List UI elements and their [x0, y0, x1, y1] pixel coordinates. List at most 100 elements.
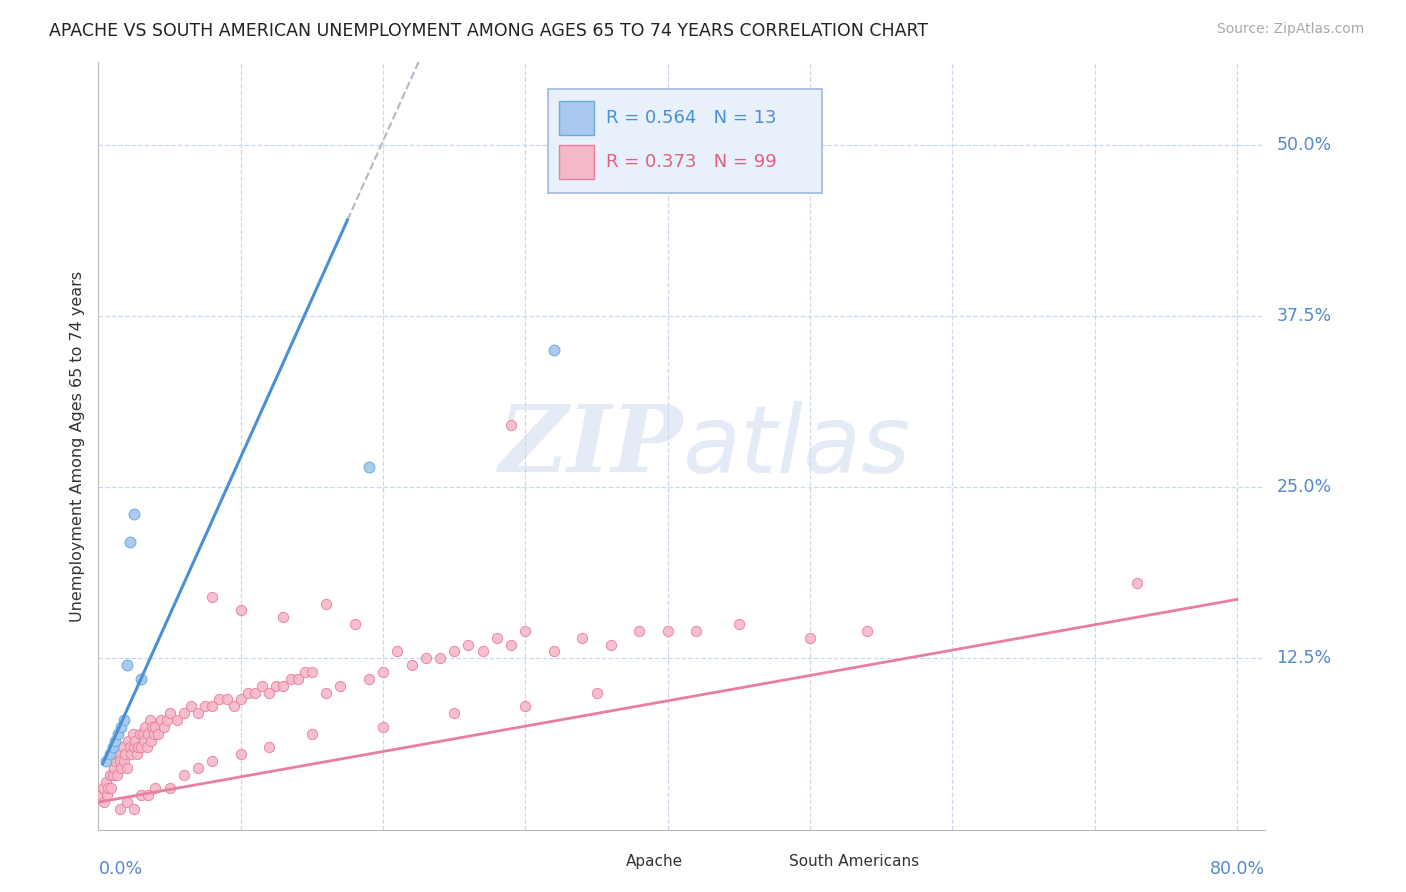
Point — [139, 733, 162, 747]
Point — [110, 761, 132, 775]
Point — [129, 740, 152, 755]
Point — [250, 679, 273, 693]
Text: 12.5%: 12.5% — [1277, 649, 1331, 667]
Point — [628, 624, 651, 638]
Text: 0.0%: 0.0% — [98, 860, 142, 878]
Point — [159, 706, 181, 720]
FancyBboxPatch shape — [758, 853, 783, 870]
Point — [96, 789, 118, 803]
Point — [571, 631, 593, 645]
Text: 37.5%: 37.5% — [1277, 307, 1331, 325]
Point — [98, 747, 121, 762]
Point — [125, 747, 148, 762]
Point — [180, 699, 202, 714]
Point — [357, 672, 380, 686]
Point — [98, 768, 121, 782]
Point — [371, 720, 394, 734]
Text: R = 0.373   N = 99: R = 0.373 N = 99 — [606, 153, 776, 171]
Point — [222, 699, 245, 714]
Point — [114, 747, 136, 762]
Text: atlas: atlas — [682, 401, 910, 491]
Point — [94, 774, 117, 789]
Point — [315, 685, 337, 699]
Point — [101, 740, 124, 755]
Point — [142, 726, 165, 740]
Point — [101, 768, 124, 782]
Point — [543, 343, 565, 358]
Point — [243, 685, 266, 699]
Text: Apache: Apache — [626, 854, 683, 869]
Point — [429, 651, 451, 665]
Point — [129, 789, 152, 803]
Point — [727, 617, 749, 632]
Point — [134, 720, 156, 734]
Text: 25.0%: 25.0% — [1277, 478, 1331, 496]
Point — [143, 781, 166, 796]
Point — [856, 624, 879, 638]
Point — [229, 747, 252, 762]
Point — [159, 781, 181, 796]
Point — [236, 685, 259, 699]
Point — [287, 672, 309, 686]
Point — [132, 733, 155, 747]
Point — [138, 713, 160, 727]
Point — [280, 672, 302, 686]
Point — [107, 747, 129, 762]
Point — [136, 789, 159, 803]
Text: APACHE VS SOUTH AMERICAN UNEMPLOYMENT AMONG AGES 65 TO 74 YEARS CORRELATION CHAR: APACHE VS SOUTH AMERICAN UNEMPLOYMENT AM… — [49, 22, 928, 40]
Point — [118, 535, 141, 549]
Point — [94, 754, 117, 768]
Text: ZIP: ZIP — [498, 401, 682, 491]
Point — [122, 508, 145, 522]
Text: 80.0%: 80.0% — [1211, 860, 1265, 878]
Point — [148, 726, 170, 740]
Point — [115, 795, 138, 809]
Point — [301, 726, 323, 740]
Point — [153, 720, 176, 734]
Point — [1126, 576, 1149, 591]
FancyBboxPatch shape — [560, 145, 595, 179]
Point — [143, 720, 166, 734]
FancyBboxPatch shape — [560, 101, 595, 136]
Point — [201, 754, 224, 768]
Point — [111, 740, 134, 755]
Point — [599, 638, 621, 652]
Point — [105, 768, 128, 782]
Point — [112, 754, 135, 768]
Point — [120, 747, 142, 762]
Point — [201, 590, 224, 604]
Point — [166, 713, 188, 727]
Point — [97, 781, 120, 796]
Point — [122, 740, 145, 755]
Point — [343, 617, 366, 632]
Point — [315, 597, 337, 611]
Point — [799, 631, 821, 645]
Point — [515, 624, 537, 638]
Point — [173, 706, 195, 720]
Point — [122, 802, 145, 816]
Point — [401, 658, 423, 673]
Point — [112, 713, 135, 727]
Point — [201, 699, 224, 714]
Point — [301, 665, 323, 679]
Point — [294, 665, 316, 679]
Point — [108, 802, 131, 816]
Point — [257, 685, 280, 699]
Point — [131, 726, 153, 740]
Point — [585, 685, 607, 699]
Point — [229, 603, 252, 617]
Point — [273, 610, 295, 624]
Point — [156, 713, 179, 727]
Point — [93, 795, 115, 809]
Point — [543, 644, 565, 658]
Point — [415, 651, 437, 665]
Point — [657, 624, 679, 638]
Point — [371, 665, 394, 679]
Point — [104, 733, 127, 747]
Point — [121, 726, 143, 740]
Point — [129, 672, 152, 686]
Point — [443, 706, 465, 720]
Point — [329, 679, 352, 693]
Point — [173, 768, 195, 782]
Point — [515, 699, 537, 714]
